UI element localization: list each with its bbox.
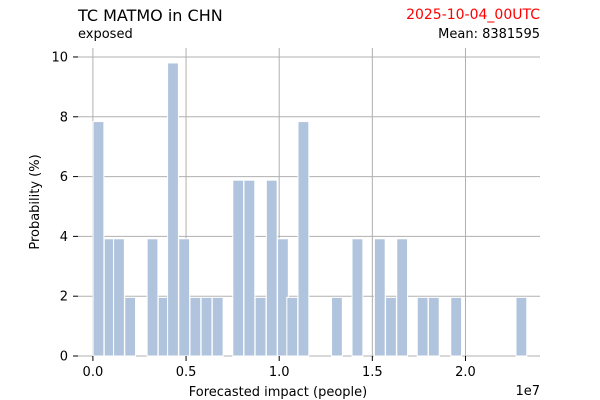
y-tick-label: 0 — [60, 350, 68, 365]
histogram-bar — [146, 238, 159, 357]
histogram-bar — [297, 121, 310, 357]
histogram-bar — [92, 121, 105, 357]
histogram-bar — [416, 296, 429, 357]
y-tick-label: 2 — [60, 290, 68, 305]
histogram-bar — [189, 296, 202, 357]
histogram-bar — [450, 296, 463, 357]
y-tick-label: 8 — [60, 110, 68, 125]
x-tick-label: 1.0 — [269, 365, 290, 380]
y-tick-label: 4 — [60, 230, 68, 245]
histogram-bar — [331, 296, 343, 357]
histogram-bar — [178, 238, 191, 357]
histogram-bar — [200, 296, 213, 357]
x-tick-label: 0.0 — [83, 365, 104, 380]
x-axis-offset-label: 1e7 — [515, 384, 540, 399]
histogram-bar — [232, 179, 245, 357]
axes: 0 2 4 6 8 10 0.0 0.5 1.0 1.5 2.0 — [51, 50, 475, 380]
histogram-bar — [515, 296, 528, 357]
y-tick-label: 10 — [51, 50, 68, 65]
run-date-label: 2025-10-04_00UTC — [406, 7, 540, 23]
histogram-bar — [211, 296, 224, 357]
x-tick-label: 1.5 — [362, 365, 383, 380]
histogram-bar — [351, 238, 364, 357]
histogram-bar — [373, 238, 386, 357]
histogram-bar — [396, 238, 409, 357]
histogram-bar — [385, 296, 397, 357]
x-tick-label: 0.5 — [176, 365, 197, 380]
chart-subtitle: exposed — [78, 27, 133, 42]
y-tick-label: 6 — [60, 170, 68, 185]
histogram-bar — [427, 296, 440, 357]
histogram-bar — [167, 62, 179, 357]
histogram-bar — [286, 296, 299, 357]
mean-value-label: Mean: 8381595 — [438, 27, 540, 42]
histogram-bars — [92, 62, 528, 357]
histogram-bar — [265, 179, 278, 357]
x-axis-label: Forecasted impact (people) — [189, 385, 367, 400]
histogram-bar — [254, 296, 267, 357]
y-axis-label: Probability (%) — [28, 154, 43, 249]
x-tick-label: 2.0 — [455, 365, 476, 380]
histogram-bar — [124, 296, 137, 357]
histogram-bar — [243, 179, 256, 357]
chart-title: TC MATMO in CHN — [78, 6, 223, 25]
histogram-bar — [113, 238, 125, 357]
